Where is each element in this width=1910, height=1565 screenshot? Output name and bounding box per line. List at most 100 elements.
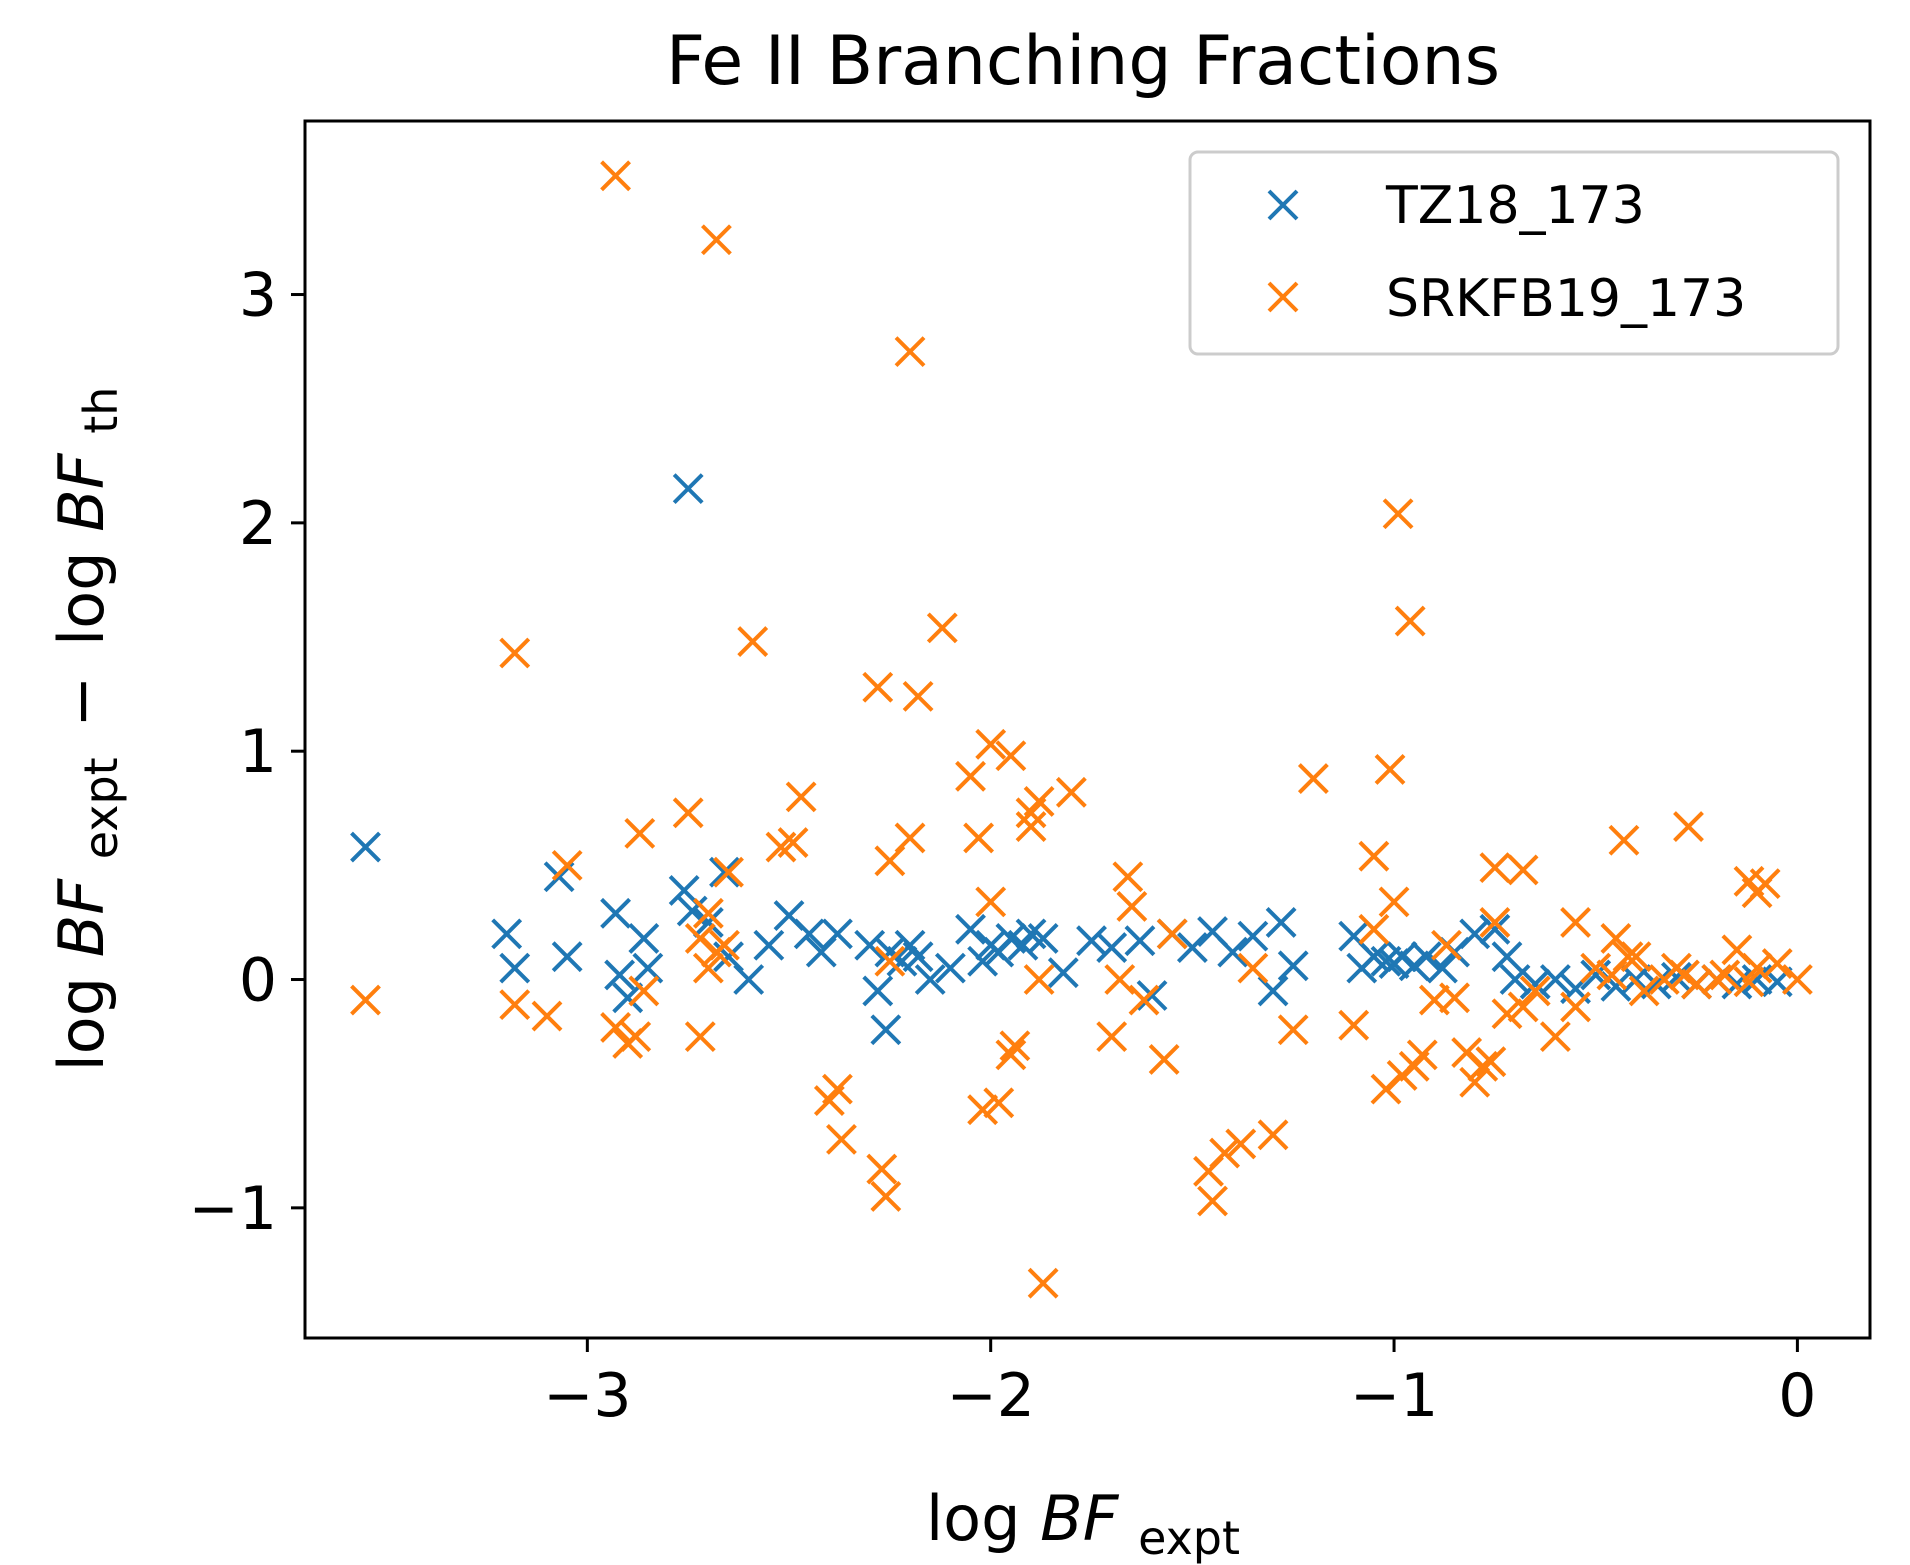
data-point <box>1733 966 1765 998</box>
chart-title: Fe II Branching Fractions <box>666 22 1500 101</box>
data-point <box>1519 975 1551 1007</box>
data-point <box>1116 891 1148 922</box>
legend-label-srkfb19: SRKFB19_173 <box>1386 269 1746 329</box>
y-label-sub1: expt <box>74 757 128 859</box>
data-point <box>692 952 724 984</box>
data-point <box>1136 980 1168 1011</box>
data-point <box>1358 913 1390 945</box>
data-point <box>1176 932 1208 963</box>
data-point <box>793 918 825 950</box>
y-tick-label: −1 <box>189 1174 277 1244</box>
data-point <box>1560 991 1591 1023</box>
y-tick-label: 2 <box>239 489 277 559</box>
data-point <box>531 1000 563 1032</box>
data-point <box>822 918 853 950</box>
data-point <box>874 945 906 977</box>
data-point <box>1277 950 1309 982</box>
data-point <box>955 760 986 792</box>
legend: TZ18_173 SRKFB19_173 <box>1188 150 1840 356</box>
data-point <box>1378 886 1410 918</box>
y-label-minus: − <box>45 676 118 728</box>
data-point <box>713 856 744 888</box>
data-point <box>1096 932 1128 963</box>
data-point <box>1015 811 1047 842</box>
data-point <box>600 160 631 192</box>
data-point <box>499 952 531 984</box>
x-label-sub: expt <box>1138 1511 1240 1565</box>
y-label-var: BF <box>45 878 118 958</box>
data-point <box>499 989 531 1021</box>
data-point <box>1382 498 1414 530</box>
data-point <box>628 975 660 1007</box>
data-point <box>1459 918 1491 950</box>
data-point <box>1096 1021 1128 1053</box>
data-point <box>701 224 732 256</box>
x-tick-label: −1 <box>1350 1361 1438 1431</box>
data-point <box>1560 907 1591 938</box>
data-point <box>1479 907 1511 938</box>
data-point <box>1265 907 1297 938</box>
data-point <box>1507 854 1539 886</box>
data-point <box>624 817 656 849</box>
data-point <box>934 952 966 984</box>
data-point <box>1709 959 1741 991</box>
data-point <box>975 886 1007 918</box>
legend-marker-srkfb19 <box>1267 281 1299 313</box>
data-point <box>967 945 999 977</box>
data-point <box>1257 1119 1289 1151</box>
data-point <box>894 822 926 854</box>
data-point <box>1499 964 1531 995</box>
x-tick-label: 0 <box>1778 1361 1816 1431</box>
y-tick-label: 1 <box>239 717 277 787</box>
data-point <box>1580 952 1612 984</box>
x-tick-label: −3 <box>543 1361 631 1431</box>
data-point <box>672 473 704 505</box>
legend-marker-x <box>1267 189 1299 221</box>
data-point <box>1237 920 1269 952</box>
data-point <box>491 918 523 950</box>
data-point <box>1459 1066 1491 1098</box>
series-TZ18_173 <box>350 473 1793 1046</box>
data-point <box>967 1094 999 1126</box>
data-point <box>672 797 704 829</box>
data-point <box>1156 918 1188 950</box>
series-SRKFB19_173 <box>350 160 1813 1299</box>
data-point <box>1612 941 1644 973</box>
data-point <box>1023 964 1055 995</box>
data-point <box>1620 941 1652 973</box>
data-point <box>870 1181 902 1212</box>
data-point <box>1681 968 1712 1000</box>
data-point <box>692 897 724 929</box>
x-label-prefix: log <box>926 1482 1021 1555</box>
x-tick-label: −2 <box>946 1361 1034 1431</box>
data-point <box>995 740 1027 772</box>
data-point <box>709 929 740 961</box>
data-point <box>1761 948 1793 979</box>
data-point <box>902 941 934 973</box>
data-point <box>866 1153 898 1185</box>
data-point <box>1124 925 1156 957</box>
data-point <box>350 984 381 1016</box>
data-point <box>1479 852 1511 884</box>
data-point <box>753 929 785 961</box>
data-point <box>975 728 1007 760</box>
data-point <box>1781 964 1813 995</box>
y-label-sub2: th <box>74 387 128 434</box>
data-point <box>1027 1267 1059 1299</box>
legend-box <box>1188 150 1840 356</box>
data-point <box>1660 961 1692 993</box>
data-point <box>862 671 894 703</box>
data-point <box>777 827 809 858</box>
data-point <box>1749 868 1781 900</box>
x-axis: −3 −2 −1 0 <box>543 1338 1816 1431</box>
data-point <box>826 1123 857 1155</box>
data-point <box>668 875 700 906</box>
data-point <box>1701 964 1733 995</box>
data-point <box>1491 998 1523 1030</box>
x-axis-label: log BF expt <box>926 1482 1240 1565</box>
y-tick-label: 3 <box>239 261 277 331</box>
data-point <box>870 1014 902 1046</box>
y-label-prefix: log <box>45 977 118 1072</box>
data-point <box>1406 1039 1438 1071</box>
